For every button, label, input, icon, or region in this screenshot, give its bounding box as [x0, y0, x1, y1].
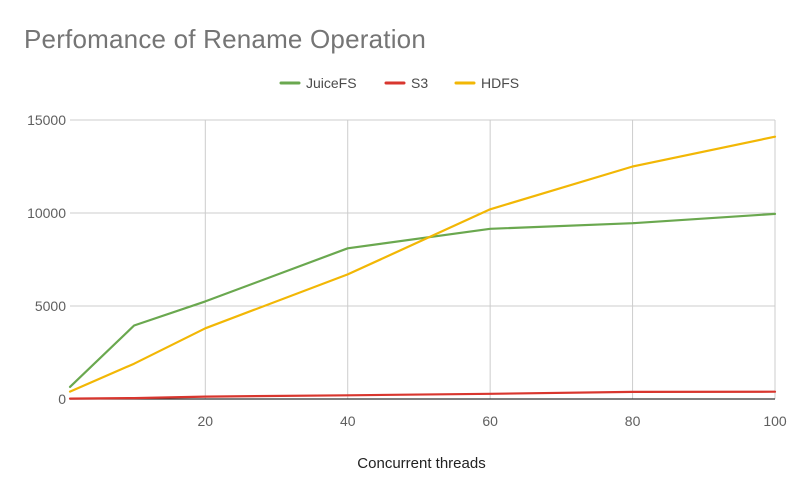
y-tick-label: 10000	[27, 205, 66, 221]
axes: 0 5000 10000 15000 20 40 60 80 100	[27, 112, 787, 429]
series-line-juicefs	[68, 212, 777, 388]
x-tick-label: 20	[198, 413, 214, 429]
legend-label-s3: S3	[411, 75, 428, 91]
legend: JuiceFS S3 HDFS	[279, 75, 519, 91]
series-line-hdfs	[68, 135, 777, 393]
x-tick-label: 60	[482, 413, 498, 429]
series-lines	[68, 135, 777, 400]
grid-lines	[70, 119, 776, 399]
y-tick-label: 15000	[27, 112, 66, 128]
x-axis-label: Concurrent threads	[357, 455, 485, 472]
x-tick-label: 100	[763, 413, 787, 429]
series-line-s3	[68, 390, 777, 400]
chart-title: Perfomance of Rename Operation	[24, 24, 426, 54]
x-tick-label: 80	[625, 413, 641, 429]
y-tick-label: 5000	[35, 298, 66, 314]
y-tick-label: 0	[58, 391, 66, 407]
legend-label-juicefs: JuiceFS	[306, 75, 357, 91]
x-tick-label: 40	[340, 413, 356, 429]
legend-label-hdfs: HDFS	[481, 75, 519, 91]
